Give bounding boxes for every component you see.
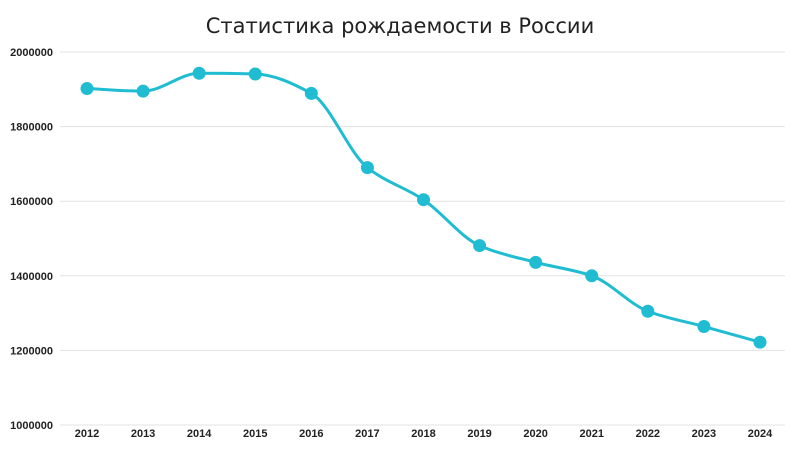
data-point-2016 (304, 86, 318, 100)
data-point-2020 (529, 255, 543, 269)
x-tick-label: 2017 (355, 428, 379, 440)
y-tick-label: 1000000 (10, 420, 53, 432)
x-axis-ticks: 2012 2013 2014 2015 2016 2017 2018 2019 2020 2021… (75, 428, 773, 440)
y-tick-label: 1400000 (10, 271, 53, 283)
data-point-2015 (248, 67, 262, 81)
x-tick-label: 2020 (523, 428, 547, 440)
y-tick-label: 1200000 (10, 345, 53, 357)
data-point-2017 (360, 161, 374, 175)
data-point-2018 (417, 193, 430, 207)
x-tick-label: 2013 (131, 428, 155, 440)
data-point-2013 (136, 84, 150, 98)
x-tick-label: 2019 (467, 428, 491, 440)
x-tick-label: 2022 (636, 428, 660, 440)
y-tick-label: 2000000 (10, 47, 53, 59)
data-point-2019 (473, 239, 487, 253)
series-line (85, 71, 762, 344)
x-tick-label: 2015 (243, 428, 267, 440)
data-point-2022 (641, 304, 655, 318)
x-tick-label: 2012 (75, 428, 99, 440)
y-tick-label: 1600000 (10, 196, 53, 208)
y-axis-ticks: 1000000 1200000 1400000 1600000 1800000 20000… (10, 47, 53, 432)
data-point-2012 (80, 82, 94, 96)
x-tick-label: 2024 (748, 428, 773, 440)
y-tick-label: 1800000 (10, 122, 53, 134)
x-tick-label: 2016 (299, 428, 323, 440)
data-point-2021 (585, 269, 599, 283)
chart-title: Статистика рождаемости в России (205, 14, 595, 38)
data-point-2014 (192, 66, 206, 80)
data-point-2024 (753, 335, 767, 349)
series-points (80, 66, 767, 349)
gridlines (60, 51, 785, 426)
x-tick-label: 2023 (692, 428, 716, 440)
x-tick-label: 2018 (411, 428, 435, 440)
series-lines (85, 71, 762, 344)
data-point-2023 (697, 320, 711, 334)
x-tick-label: 2014 (187, 428, 212, 440)
x-tick-label: 2021 (580, 428, 604, 440)
